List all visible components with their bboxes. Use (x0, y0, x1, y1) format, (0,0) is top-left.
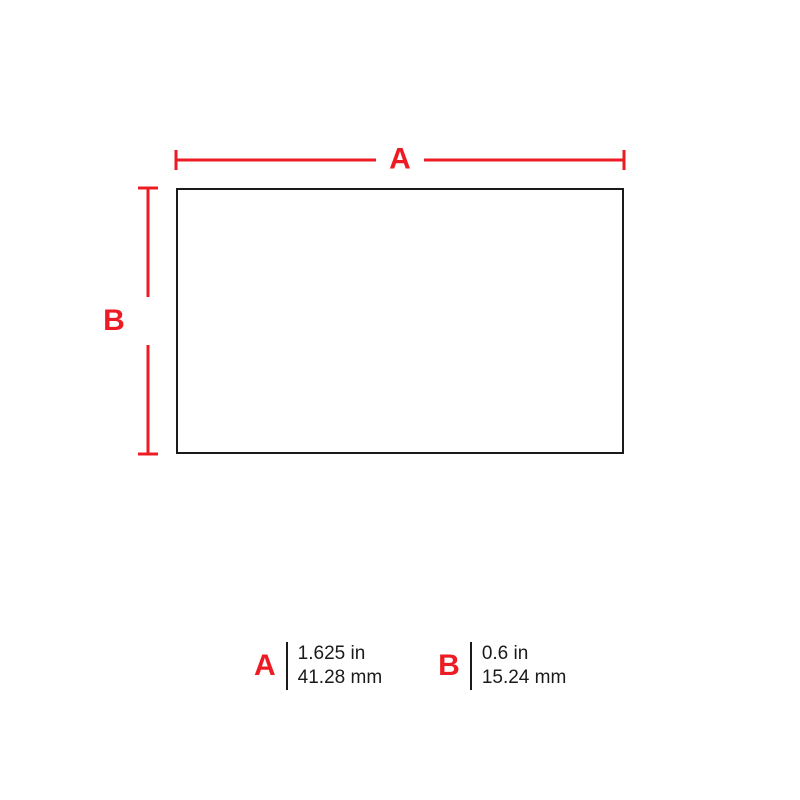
legend-item-a: A 1.625 in 41.28 mm (254, 642, 382, 690)
legend-values-b: 0.6 in 15.24 mm (472, 642, 566, 690)
dimension-b-label: B (103, 306, 125, 336)
dimension-a-label: A (389, 144, 411, 174)
legend-item-b: B 0.6 in 15.24 mm (438, 642, 566, 690)
label-rectangle (176, 188, 624, 454)
legend-a-mm: 41.28 mm (298, 666, 382, 690)
dimension-legend: A 1.625 in 41.28 mm B 0.6 in 15.24 mm (254, 642, 566, 690)
legend-a-inches: 1.625 in (298, 642, 382, 666)
legend-letter-b: B (438, 651, 470, 681)
legend-b-inches: 0.6 in (482, 642, 566, 666)
diagram-stage: A B A 1.625 in 41.28 mm B 0.6 in 15.24 m… (0, 0, 800, 800)
dimension-b-bracket (135, 185, 161, 457)
legend-letter-a: A (254, 651, 286, 681)
legend-values-a: 1.625 in 41.28 mm (288, 642, 382, 690)
legend-b-mm: 15.24 mm (482, 666, 566, 690)
